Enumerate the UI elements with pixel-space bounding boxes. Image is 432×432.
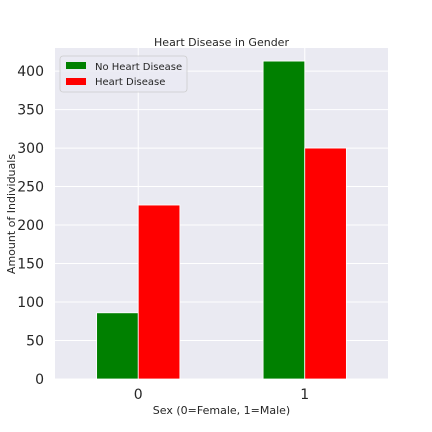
y-tick-label-50: 50 <box>26 334 44 350</box>
legend-swatch-no-heart-disease <box>66 62 86 69</box>
bar-heart-disease-0 <box>137 204 181 380</box>
bar-heart-disease-1 <box>304 147 347 380</box>
y-tick-label-350: 350 <box>17 103 44 119</box>
y-tick-label-150: 150 <box>17 257 44 273</box>
legend-swatch-heart-disease <box>66 78 86 85</box>
y-axis-label: Amount of Individuals <box>5 154 18 274</box>
legend-label-no-heart-disease: No Heart Disease <box>95 62 182 73</box>
bar-no-heart-disease-0 <box>96 312 139 380</box>
legend-box <box>59 55 188 93</box>
legend: No Heart Disease Heart Disease <box>59 55 188 93</box>
bar-no-heart-disease-1 <box>262 60 306 380</box>
x-axis-label: Sex (0=Female, 1=Male) <box>153 404 290 417</box>
y-axis-ticks: 0 50 100 150 200 250 300 350 400 <box>17 64 44 388</box>
x-tick-label-1: 1 <box>300 387 309 403</box>
chart-title: Heart Disease in Gender <box>154 36 289 49</box>
y-tick-label-200: 200 <box>17 218 44 234</box>
y-tick-label-300: 300 <box>17 141 44 157</box>
bars <box>96 60 347 380</box>
y-tick-label-400: 400 <box>17 64 44 80</box>
x-tick-label-0: 0 <box>134 387 143 403</box>
y-tick-label-100: 100 <box>17 295 44 311</box>
y-tick-label-0: 0 <box>35 372 44 388</box>
legend-label-heart-disease: Heart Disease <box>95 77 165 88</box>
y-tick-label-250: 250 <box>17 180 44 196</box>
